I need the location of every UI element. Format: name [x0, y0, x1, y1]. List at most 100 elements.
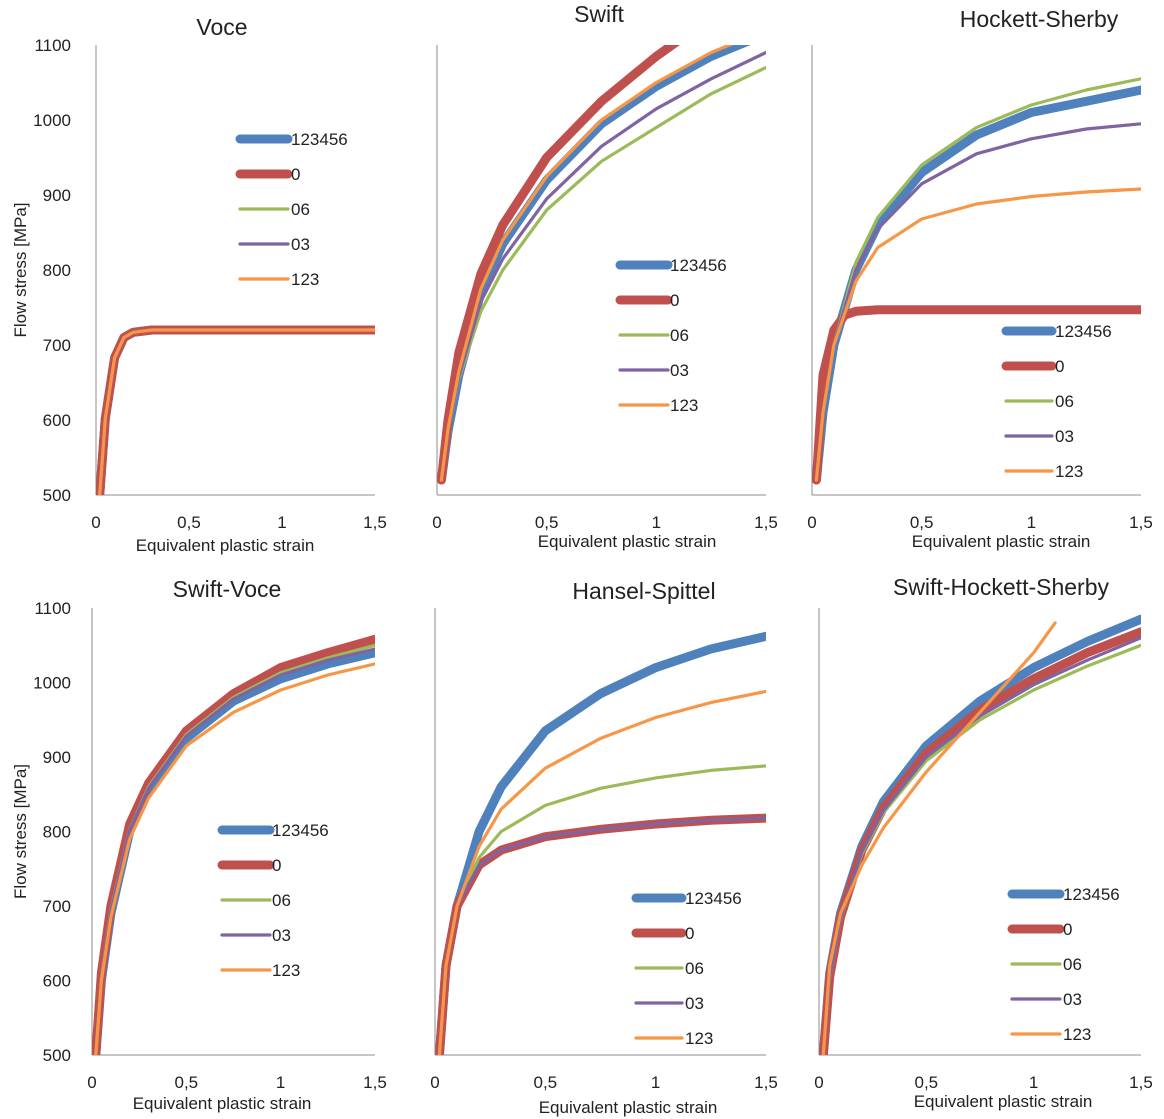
legend-label: 03 — [670, 361, 689, 380]
legend-label: 0 — [291, 165, 300, 184]
series-line-0 — [96, 325, 375, 495]
x-tick-label: 1 — [652, 513, 661, 532]
legend-label: 03 — [291, 235, 310, 254]
legend: 123456 0 06 03 123 — [631, 889, 742, 1048]
x-tick-label: 1,5 — [363, 513, 387, 532]
panel-4: Swift-Voce 0 0,5 1 1,5 Equivalent plastic str… — [11, 576, 387, 1113]
legend-label: 06 — [1055, 392, 1074, 411]
x-tick-label: 1 — [1029, 1073, 1038, 1092]
x-tick-label: 1 — [651, 1073, 660, 1092]
legend-label: 0 — [1055, 357, 1064, 376]
legend-label: 0 — [685, 924, 694, 943]
y-tick-label: 700 — [43, 336, 71, 355]
x-tick-label: 1,5 — [754, 513, 778, 532]
x-tick-label: 0,5 — [535, 513, 559, 532]
legend-label: 123456 — [1055, 322, 1112, 341]
legend-label: 0 — [1063, 920, 1072, 939]
panel-2: Swift 0 0,5 1 1,5 Equivalent plastic strain 12… — [432, 1, 778, 551]
x-tick-label: 0 — [807, 513, 816, 532]
y-tick-label: 600 — [43, 972, 71, 991]
legend-label: 123456 — [272, 821, 329, 840]
x-axis-label: Equivalent plastic strain — [136, 536, 315, 555]
series-line-03 — [821, 636, 1141, 1055]
legend-label: 03 — [1063, 990, 1082, 1009]
legend-label: 0 — [670, 291, 679, 310]
legend-label: 03 — [1055, 427, 1074, 446]
legend-label: 123456 — [1063, 885, 1120, 904]
legend-label: 06 — [272, 891, 291, 910]
series-line-06 — [814, 77, 1141, 482]
legend-label: 123456 — [291, 130, 348, 149]
legend-label: 123 — [670, 396, 698, 415]
y-tick-label: 500 — [43, 486, 71, 505]
y-tick-label: 1000 — [33, 674, 71, 693]
x-tick-label: 0,5 — [177, 513, 201, 532]
series-line-123 — [821, 621, 1057, 1055]
y-tick-label: 1000 — [33, 111, 71, 130]
x-tick-label: 0 — [430, 1073, 439, 1092]
x-tick-label: 1 — [277, 513, 286, 532]
panel-3: Hockett-Sherby 0 0,5 1 1,5 Equivalent plastic… — [807, 6, 1153, 551]
series-line-123 — [814, 187, 1141, 482]
x-tick-label: 1 — [1027, 513, 1036, 532]
x-axis-label: Equivalent plastic strain — [133, 1094, 312, 1113]
y-tick-label: 900 — [43, 748, 71, 767]
legend-label: 03 — [685, 994, 704, 1013]
x-tick-label: 0 — [87, 1073, 96, 1092]
legend-label: 06 — [670, 326, 689, 345]
panel-5: Hansel-Spittel 0 0,5 1 1,5 Equivalent plastic… — [430, 578, 778, 1117]
panel-title: Hansel-Spittel — [572, 578, 715, 604]
series-line-123 — [439, 45, 734, 482]
x-tick-label: 0,5 — [915, 1073, 939, 1092]
series-group — [435, 631, 766, 1055]
x-tick-label: 0,5 — [910, 513, 934, 532]
series-group — [96, 325, 375, 495]
legend: 123456 0 06 03 123 — [1001, 322, 1112, 481]
y-tick-label: 800 — [43, 261, 71, 280]
series-line-06 — [94, 643, 375, 1055]
series-group — [819, 614, 1141, 1055]
legend-label: 123 — [1055, 462, 1083, 481]
series-group — [812, 77, 1141, 485]
legend-label: 123 — [685, 1029, 713, 1048]
y-tick-label: 700 — [43, 897, 71, 916]
legend-label: 123 — [1063, 1025, 1091, 1044]
legend: 123456 0 06 03 123 — [235, 130, 348, 289]
legend-label: 06 — [291, 200, 310, 219]
x-tick-label: 0 — [91, 513, 100, 532]
y-tick-label: 600 — [43, 411, 71, 430]
y-axis-label: Flow stress [MPa] — [11, 764, 30, 899]
panel-title: Hockett-Sherby — [960, 6, 1119, 32]
series-line-06 — [98, 328, 375, 495]
x-axis-label: Equivalent plastic strain — [912, 532, 1091, 551]
y-tick-label: 1100 — [34, 36, 71, 55]
series-line-123 — [98, 328, 375, 495]
x-tick-label: 1,5 — [363, 1073, 387, 1092]
legend-label: 06 — [685, 959, 704, 978]
legend: 123456 0 06 03 123 — [217, 821, 329, 980]
x-tick-label: 0,5 — [534, 1073, 558, 1092]
panel-title: Voce — [196, 14, 247, 40]
series-line-03 — [98, 328, 375, 495]
x-tick-label: 1,5 — [754, 1073, 778, 1092]
legend-label: 123 — [272, 961, 300, 980]
x-tick-label: 0 — [432, 513, 441, 532]
panel-6: Swift-Hockett-Sherby 0 0,5 1 1,5 Equivalent p… — [814, 574, 1153, 1111]
series-group — [92, 634, 375, 1055]
x-tick-label: 0,5 — [175, 1073, 199, 1092]
series-line-123456 — [812, 85, 1141, 485]
x-tick-label: 1,5 — [1129, 513, 1153, 532]
y-tick-label: 1100 — [34, 599, 71, 618]
panel-title: Swift-Voce — [173, 576, 282, 602]
legend-label: 123 — [291, 270, 319, 289]
legend-label: 123456 — [670, 256, 727, 275]
series-line-03 — [814, 122, 1141, 482]
panel-title: Swift — [574, 1, 624, 27]
x-tick-label: 0 — [814, 1073, 823, 1092]
series-line-123456 — [96, 325, 375, 495]
y-tick-label: 800 — [43, 823, 71, 842]
series-line-123 — [94, 662, 375, 1055]
series-line-0 — [437, 45, 680, 485]
series-line-0 — [812, 305, 1141, 485]
